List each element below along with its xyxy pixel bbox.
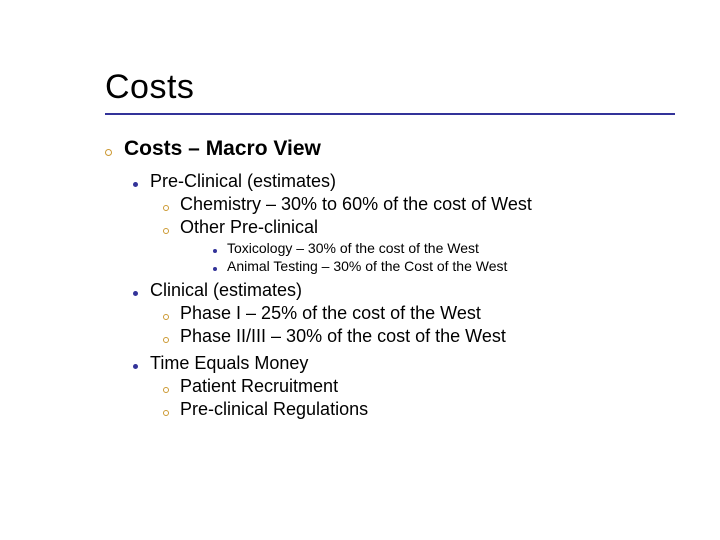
list-item: Other Pre-clinical <box>163 217 660 238</box>
dot-bullet-icon <box>133 182 138 187</box>
item-text: Chemistry – 30% to 60% of the cost of We… <box>180 194 532 215</box>
section-preclinical: Pre-Clinical (estimates) <box>133 171 660 192</box>
circle-bullet-icon <box>163 410 169 416</box>
item-text: Patient Recruitment <box>180 376 338 397</box>
section-label: Clinical (estimates) <box>150 280 302 301</box>
subitem-text: Animal Testing – 30% of the Cost of the … <box>227 258 507 274</box>
slide-title: Costs <box>105 68 660 107</box>
heading-macro-view: Costs – Macro View <box>105 137 660 161</box>
circle-bullet-icon <box>105 149 112 156</box>
slide: Costs Costs – Macro View Pre-Clinical (e… <box>0 0 720 540</box>
item-text: Phase II/III – 30% of the cost of the We… <box>180 326 506 347</box>
item-text: Pre-clinical Regulations <box>180 399 368 420</box>
section-time-money: Time Equals Money <box>133 353 660 374</box>
dot-bullet-icon <box>213 267 217 271</box>
circle-bullet-icon <box>163 228 169 234</box>
list-item: Chemistry – 30% to 60% of the cost of We… <box>163 194 660 215</box>
list-item: Pre-clinical Regulations <box>163 399 660 420</box>
dot-bullet-icon <box>213 249 217 253</box>
title-rule <box>105 113 675 115</box>
circle-bullet-icon <box>163 314 169 320</box>
list-item: Patient Recruitment <box>163 376 660 397</box>
section-label: Pre-Clinical (estimates) <box>150 171 336 192</box>
list-item: Phase II/III – 30% of the cost of the We… <box>163 326 660 347</box>
subitem-text: Toxicology – 30% of the cost of the West <box>227 240 479 256</box>
list-subitem: Animal Testing – 30% of the Cost of the … <box>213 258 660 274</box>
circle-bullet-icon <box>163 337 169 343</box>
item-text: Other Pre-clinical <box>180 217 318 238</box>
dot-bullet-icon <box>133 291 138 296</box>
heading-text: Costs – Macro View <box>124 137 321 161</box>
circle-bullet-icon <box>163 205 169 211</box>
item-text: Phase I – 25% of the cost of the West <box>180 303 481 324</box>
dot-bullet-icon <box>133 364 138 369</box>
section-clinical: Clinical (estimates) <box>133 280 660 301</box>
section-label: Time Equals Money <box>150 353 308 374</box>
list-item: Phase I – 25% of the cost of the West <box>163 303 660 324</box>
circle-bullet-icon <box>163 387 169 393</box>
list-subitem: Toxicology – 30% of the cost of the West <box>213 240 660 256</box>
